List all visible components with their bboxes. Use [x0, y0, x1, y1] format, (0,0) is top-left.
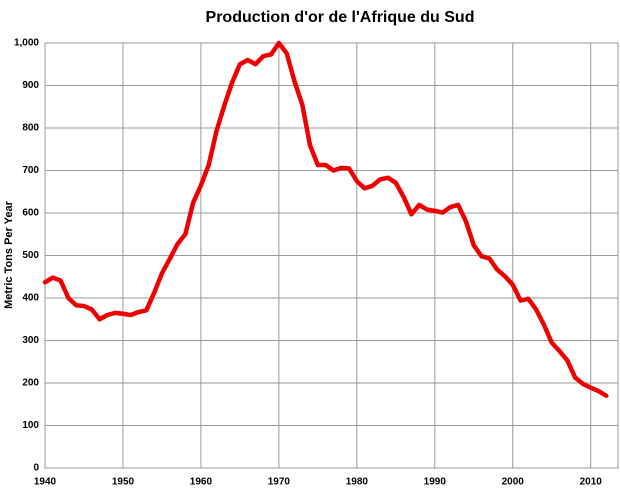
x-tick-label: 2000	[502, 477, 525, 488]
y-tick-label: 1,000	[14, 38, 39, 49]
y-tick-label: 200	[22, 378, 39, 389]
x-tick-label: 2010	[580, 477, 603, 488]
data-line	[42, 40, 609, 398]
x-tick-label: 1940	[34, 477, 57, 488]
y-tick-label: 0	[33, 463, 39, 474]
x-tick-label: 1980	[346, 477, 369, 488]
chart-title: Production d'or de l'Afrique du Sud	[206, 9, 475, 26]
y-tick-label: 900	[22, 80, 39, 91]
y-tick-label: 400	[22, 293, 39, 304]
x-tick-label: 1960	[190, 477, 213, 488]
x-tick-label: 1950	[112, 477, 135, 488]
y-tick-label: 300	[22, 335, 39, 346]
x-tick-label: 1970	[268, 477, 291, 488]
y-tick-label: 100	[22, 420, 39, 431]
y-tick-label: 800	[22, 123, 39, 134]
y-tick-label: 600	[22, 208, 39, 219]
y-tick-label: 700	[22, 165, 39, 176]
y-axis-label: Metric Tons Per Year	[3, 200, 15, 309]
y-tick-label: 500	[22, 250, 39, 261]
x-tick-label: 1990	[424, 477, 447, 488]
